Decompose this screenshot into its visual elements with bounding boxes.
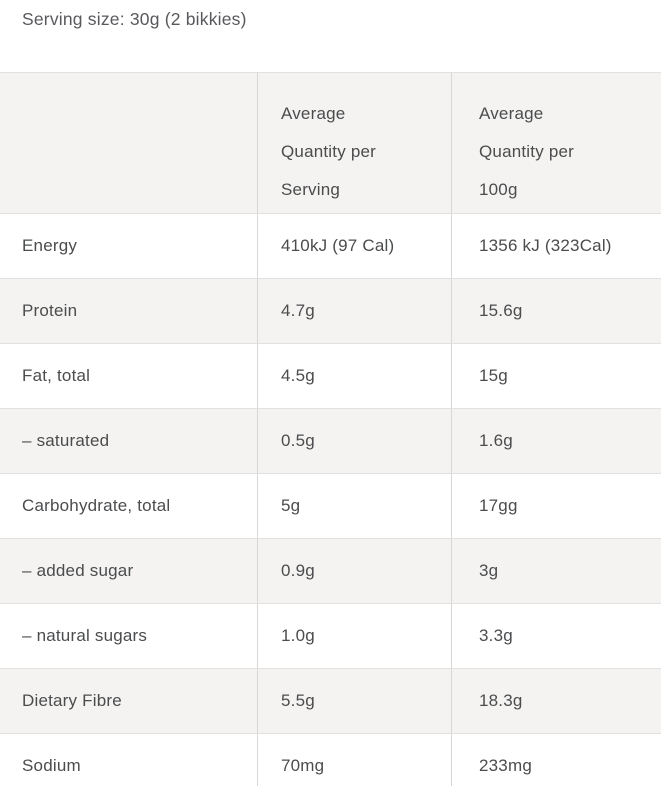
header-per-serving-label: Average Quantity per Serving xyxy=(281,104,377,199)
per-100g-value: 3g xyxy=(451,539,661,603)
header-per-serving-cell: Average Quantity per Serving xyxy=(257,73,451,213)
per-serving-value: 4.5g xyxy=(257,344,451,408)
table-row-added-sugar: – added sugar 0.9g 3g xyxy=(0,539,661,604)
per-serving-value: 0.5g xyxy=(257,409,451,473)
serving-size-text: Serving size: 30g (2 bikkies) xyxy=(22,9,247,29)
per-100g-value: 1356 kJ (323Cal) xyxy=(451,214,661,278)
table-row-energy: Energy 410kJ (97 Cal) 1356 kJ (323Cal) xyxy=(0,214,661,279)
nutrient-label: – added sugar xyxy=(22,561,134,580)
per-serving-value: 0.9g xyxy=(257,539,451,603)
header-per-100g-label: Average Quantity per 100g xyxy=(479,104,575,199)
per-serving-value: 410kJ (97 Cal) xyxy=(257,214,451,278)
per-100g-value: 18.3g xyxy=(451,669,661,733)
nutrient-label: – saturated xyxy=(22,431,110,450)
per-100g-value: 233mg xyxy=(451,734,661,786)
table-row-sodium: Sodium 70mg 233mg xyxy=(0,734,661,786)
table-row-fat-total: Fat, total 4.5g 15g xyxy=(0,344,661,409)
nutrient-label: Carbohydrate, total xyxy=(22,496,171,515)
per-serving-value: 1.0g xyxy=(257,604,451,668)
per-serving-value: 4.7g xyxy=(257,279,451,343)
per-100g-value: 15.6g xyxy=(451,279,661,343)
per-100g-value: 3.3g xyxy=(451,604,661,668)
per-serving-value: 5g xyxy=(257,474,451,538)
table-row-saturated: – saturated 0.5g 1.6g xyxy=(0,409,661,474)
nutrient-label: Dietary Fibre xyxy=(22,691,122,710)
header-spacer-cell xyxy=(0,73,257,213)
nutrient-label: Energy xyxy=(22,236,78,255)
nutrient-label: Protein xyxy=(22,301,78,320)
per-100g-value: 15g xyxy=(451,344,661,408)
table-row-dietary-fibre: Dietary Fibre 5.5g 18.3g xyxy=(0,669,661,734)
table-row-carbohydrate-total: Carbohydrate, total 5g 17gg xyxy=(0,474,661,539)
table-row-natural-sugars: – natural sugars 1.0g 3.3g xyxy=(0,604,661,669)
nutrition-table: Average Quantity per Serving Average Qua… xyxy=(0,72,661,786)
nutrient-label: Sodium xyxy=(22,756,81,775)
header-per-100g-cell: Average Quantity per 100g xyxy=(451,73,661,213)
per-100g-value: 1.6g xyxy=(451,409,661,473)
per-100g-value: 17gg xyxy=(451,474,661,538)
table-header-row: Average Quantity per Serving Average Qua… xyxy=(0,73,661,214)
nutrient-label: – natural sugars xyxy=(22,626,148,645)
per-serving-value: 70mg xyxy=(257,734,451,786)
nutrient-label: Fat, total xyxy=(22,366,91,385)
table-row-protein: Protein 4.7g 15.6g xyxy=(0,279,661,344)
per-serving-value: 5.5g xyxy=(257,669,451,733)
